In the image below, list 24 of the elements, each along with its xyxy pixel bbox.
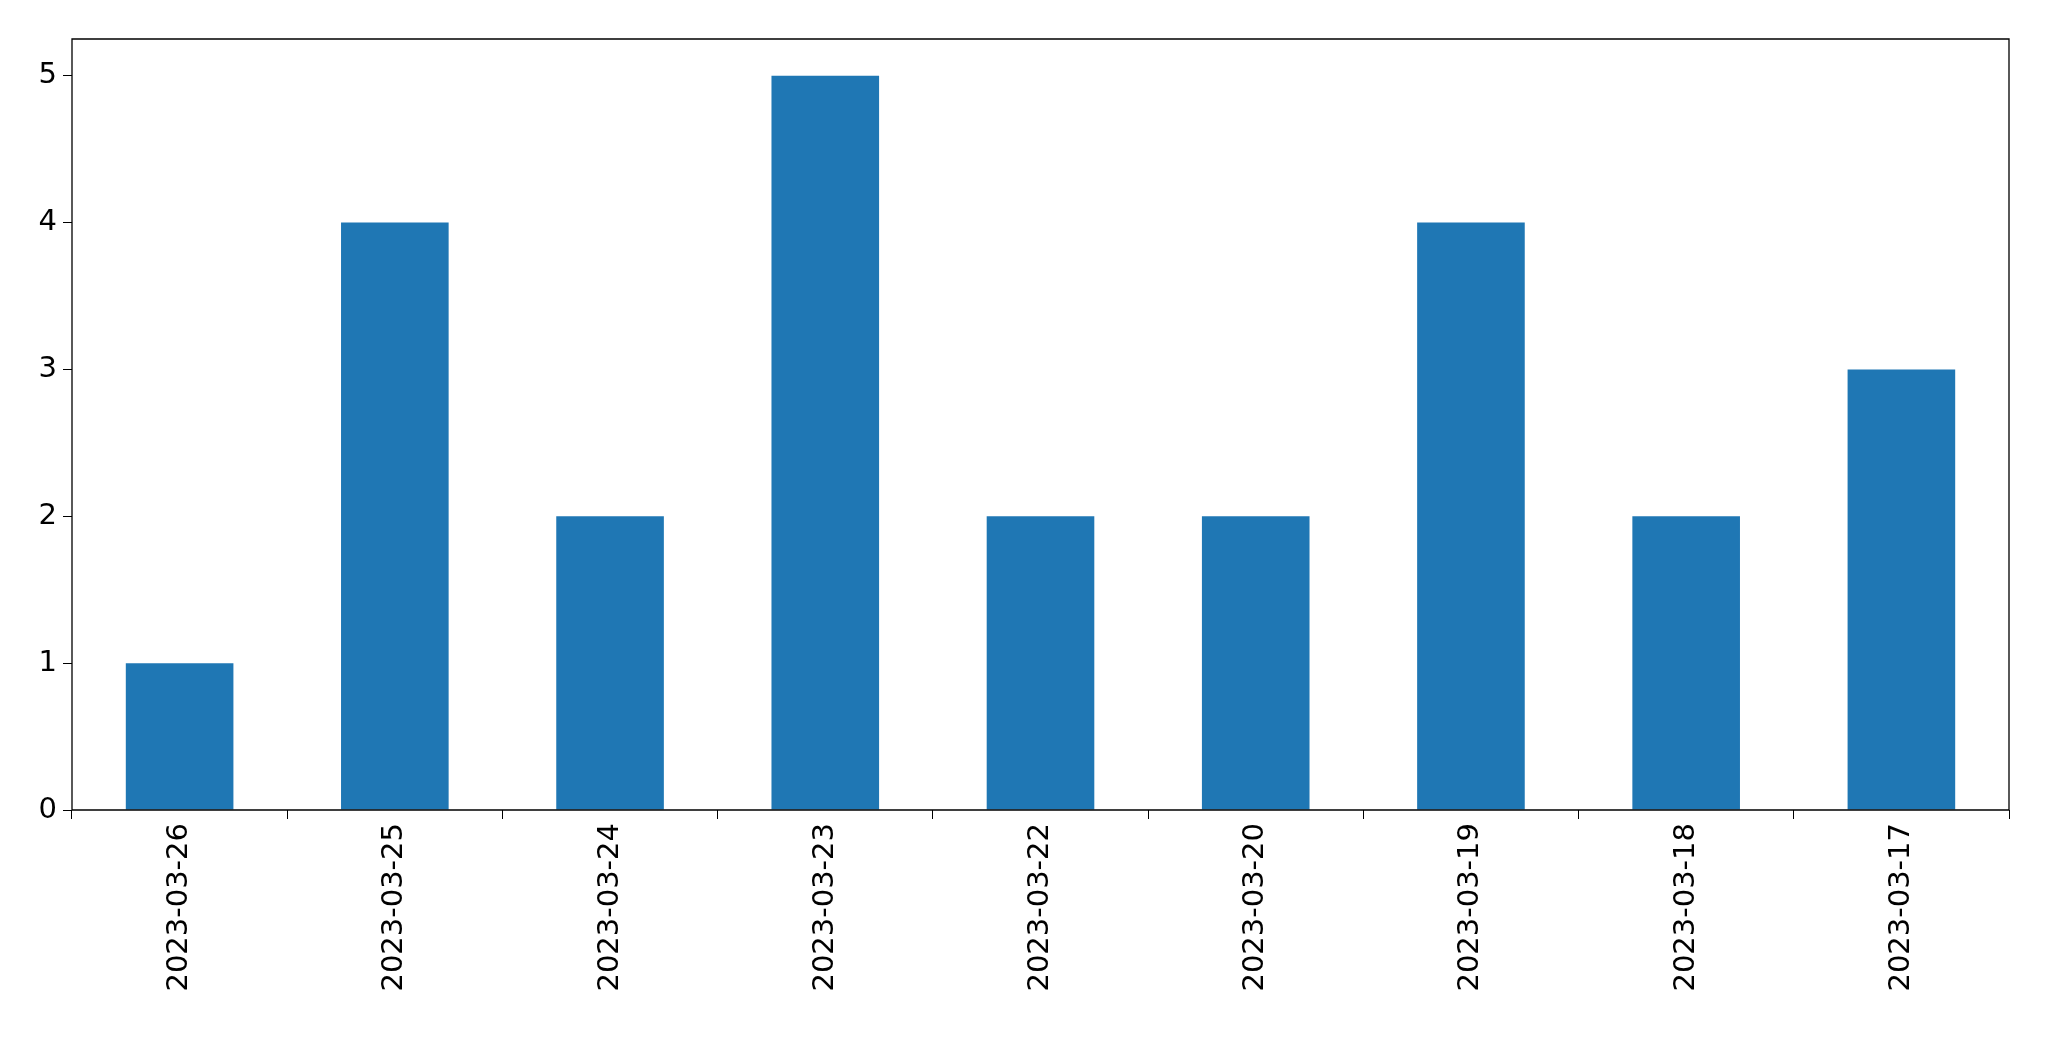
x-tick-label: 2023-03-24	[590, 823, 625, 992]
y-tick-label: 2	[38, 496, 57, 531]
bar	[1417, 222, 1525, 810]
y-tick-label: 1	[38, 643, 57, 678]
y-tick-label: 4	[38, 203, 57, 238]
bar	[556, 516, 664, 810]
bar	[1201, 516, 1310, 810]
y-tick-label: 0	[38, 790, 57, 825]
y-tick-label: 5	[38, 56, 57, 91]
x-tick-label: 2023-03-18	[1666, 823, 1701, 992]
bar	[1847, 369, 1956, 810]
x-tick-label: 2023-03-23	[805, 823, 840, 992]
bar	[125, 663, 234, 810]
bar	[1632, 516, 1740, 810]
x-tick-label: 2023-03-22	[1021, 823, 1056, 992]
x-tick-label: 2023-03-25	[375, 823, 410, 992]
x-tick-label: 2023-03-26	[160, 823, 195, 992]
bar	[341, 222, 449, 810]
y-tick-label: 3	[38, 349, 57, 384]
bar	[986, 516, 1095, 810]
x-tick-label: 2023-03-19	[1451, 823, 1486, 992]
bar	[771, 75, 880, 810]
x-tick-label: 2023-03-20	[1236, 823, 1271, 992]
x-tick-label: 2023-03-17	[1881, 823, 1916, 992]
